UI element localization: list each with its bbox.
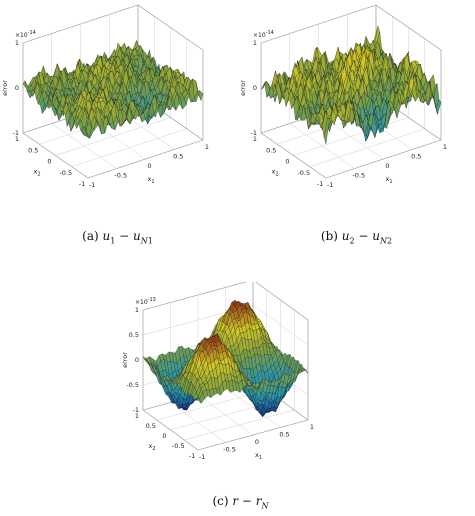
surface-mesh	[22, 40, 204, 139]
scale-factor: ×10-14	[253, 30, 274, 39]
box-edge	[260, 4, 377, 44]
x1-tick-label: 1	[205, 143, 209, 151]
z-tick-label: -1	[133, 406, 139, 414]
x2-tick-label: 0	[162, 432, 166, 440]
z-tick-label: 0.5	[129, 331, 139, 339]
box-edge	[142, 409, 199, 451]
x1-tick-label: 0.5	[411, 153, 421, 161]
surface-mesh	[142, 299, 309, 418]
x1-tick-label: 0.5	[279, 431, 289, 439]
x2-axis-label: x2	[34, 168, 41, 178]
grid-line	[225, 387, 281, 428]
x1-tick-label: 0.5	[173, 153, 183, 161]
surface-plot-a: -101error×10-14-1-0.500.51-1-0.500.51x1x…	[1, 4, 209, 189]
surface-patch	[196, 398, 202, 404]
z-tick-label: 1	[15, 39, 19, 47]
surface-patch	[85, 122, 92, 139]
x1-tick-label: -0.5	[352, 172, 365, 180]
x1-tick-label: 0	[385, 162, 389, 170]
box-edge	[137, 4, 204, 51]
box-edge	[197, 419, 309, 451]
surface-mesh	[260, 25, 442, 145]
z-axis-label: error	[239, 80, 247, 96]
box-edge	[87, 139, 204, 179]
z-tick-label: -1	[13, 129, 19, 137]
surface-patch	[323, 118, 330, 145]
box-edge	[142, 282, 247, 311]
x2-tick-label: -0.5	[172, 442, 185, 450]
z-tick-label: -1	[251, 129, 257, 137]
grid-line	[55, 117, 171, 156]
x2-tick-label: -1	[79, 180, 85, 188]
plot-group	[260, 4, 442, 179]
grid-line	[293, 117, 409, 156]
x1-tick-label: -1	[199, 453, 205, 461]
z-tick-label: 0	[253, 84, 257, 92]
x2-tick-label: 1	[253, 135, 257, 143]
x2-tick-label: -0.5	[297, 169, 310, 177]
box-edge	[325, 139, 442, 179]
x2-axis-label: x2	[149, 442, 156, 452]
x1-tick-label: 0	[255, 438, 259, 446]
x1-axis-label: x1	[386, 175, 393, 185]
box-edge	[260, 132, 327, 179]
x1-tick-label: -1	[89, 181, 95, 189]
figure-a: -1 0 1 error ×10-14 -1 -0.5 0 0.5 1 -1 -0.5 0 0.5 1 x1 x…	[0, 0, 235, 225]
x1-tick-label: -0.5	[223, 446, 236, 454]
x2-tick-label: 0.5	[146, 422, 156, 430]
box-edge	[22, 4, 139, 44]
x2-tick-label: -1	[317, 180, 323, 188]
x2-axis-label: x2	[272, 168, 279, 178]
x1-axis-label: x1	[148, 175, 155, 185]
caption-a: (a) u1 − uN1	[82, 229, 153, 246]
x2-tick-label: -0.5	[59, 169, 72, 177]
x1-tick-label: 1	[443, 143, 447, 151]
x1-axis-label: x1	[255, 451, 262, 461]
x1-tick-label: -0.5	[114, 172, 127, 180]
caption-c: (c) r − rN	[212, 494, 269, 511]
x2-tick-label: 0.5	[28, 146, 38, 154]
plot-group	[142, 282, 309, 451]
caption-b: (b) u2 − uN2	[320, 229, 393, 246]
z-tick-label: 0	[135, 356, 139, 364]
x2-tick-label: 1	[15, 135, 19, 143]
surface-plot-b: -101error×10-14-1-0.500.51-1-0.500.51x1x…	[239, 4, 447, 189]
box-edge	[22, 132, 89, 179]
x2-tick-label: 0.5	[266, 146, 276, 154]
grid-line	[252, 304, 309, 346]
z-axis-label: error	[1, 80, 9, 96]
z-tick-label: 0	[15, 84, 19, 92]
x2-tick-label: 0	[285, 158, 289, 166]
x2-tick-label: 1	[135, 412, 139, 420]
figure-c: -1 -0.5 0 0.5 1 error ×10-13 -1 -0.5 0 0.5 1 -1 -0.5 0…	[118, 282, 363, 485]
scale-factor: ×10-13	[135, 297, 156, 306]
x1-tick-label: 0	[147, 162, 151, 170]
plot-group	[22, 4, 204, 179]
box-edge	[375, 4, 442, 51]
z-tick-label: 1	[135, 306, 139, 314]
figure-b: -1 0 1 error ×10-14 -1 -0.5 0 0.5 1 -1 -0.5 0 0.5 1 x1 x…	[238, 0, 475, 225]
surface-plot-c: -1-0.500.51error×10-13-1-0.500.51-1-0.50…	[121, 282, 314, 461]
x1-tick-label: 1	[310, 423, 314, 431]
x1-tick-label: -1	[327, 181, 333, 189]
z-tick-label: -0.5	[126, 381, 139, 389]
z-axis-label: error	[121, 352, 129, 368]
x2-tick-label: 0	[47, 158, 51, 166]
z-tick-label: 1	[253, 39, 257, 47]
x2-tick-label: -1	[189, 452, 195, 460]
box-edge	[255, 282, 309, 321]
scale-factor: ×10-14	[15, 30, 36, 39]
